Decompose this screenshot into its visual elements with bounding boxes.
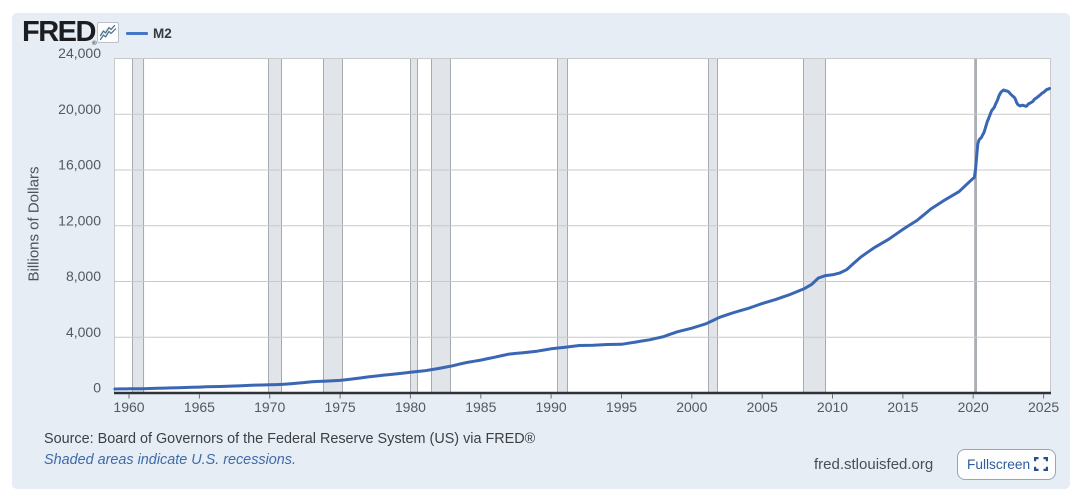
- svg-text:1960: 1960: [113, 399, 144, 415]
- svg-text:2015: 2015: [887, 399, 918, 415]
- svg-text:1985: 1985: [465, 399, 496, 415]
- svg-text:Billions of Dollars: Billions of Dollars: [26, 166, 43, 281]
- svg-text:1980: 1980: [395, 399, 426, 415]
- svg-text:1970: 1970: [254, 399, 285, 415]
- svg-text:0: 0: [93, 380, 101, 396]
- svg-text:20,000: 20,000: [58, 101, 101, 117]
- svg-text:2025: 2025: [1028, 399, 1059, 415]
- svg-text:1995: 1995: [606, 399, 637, 415]
- svg-text:2000: 2000: [676, 399, 707, 415]
- svg-text:16,000: 16,000: [58, 157, 101, 173]
- svg-text:1965: 1965: [184, 399, 215, 415]
- svg-text:2020: 2020: [958, 399, 989, 415]
- svg-text:2010: 2010: [817, 399, 848, 415]
- svg-text:2005: 2005: [747, 399, 778, 415]
- svg-text:1975: 1975: [325, 399, 356, 415]
- svg-text:24,000: 24,000: [58, 45, 101, 61]
- svg-text:1990: 1990: [536, 399, 567, 415]
- svg-text:4,000: 4,000: [66, 324, 101, 340]
- svg-text:12,000: 12,000: [58, 212, 101, 228]
- svg-text:8,000: 8,000: [66, 268, 101, 284]
